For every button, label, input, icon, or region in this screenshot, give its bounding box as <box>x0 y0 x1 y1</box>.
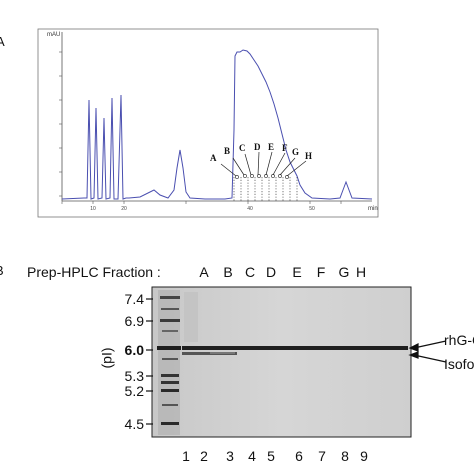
fraction-points <box>235 174 289 179</box>
fraction-label-h: H <box>305 151 313 161</box>
fraction-letter-a: A <box>199 264 209 280</box>
svg-text:50: 50 <box>309 206 315 212</box>
lane-number-9: 9 <box>360 448 368 464</box>
fraction-label-layer: A B C D E F G H <box>210 142 313 163</box>
fraction-letter-f: F <box>316 264 326 280</box>
x-ticks <box>61 201 342 204</box>
lane-number-7: 7 <box>318 448 326 464</box>
rhg-csf-band <box>182 346 408 350</box>
chromatogram-frame <box>37 28 379 218</box>
fraction-letter-e: E <box>292 264 302 280</box>
lane-number-3: 3 <box>226 448 234 464</box>
fraction-label-c: C <box>239 143 246 153</box>
lane-number-4: 4 <box>248 448 256 464</box>
svg-text:40: 40 <box>247 206 253 212</box>
gel-header: Prep-HPLC Fraction : <box>27 264 161 280</box>
fraction-label-b: B <box>224 146 231 156</box>
fraction-letter-d: D <box>265 264 277 280</box>
gel-frame <box>151 286 412 438</box>
lane-number-1: 1 <box>182 448 190 464</box>
fraction-cut-lines <box>233 177 298 201</box>
lane-number-row: 1 2 3 4 5 6 7 8 9 <box>0 448 474 468</box>
x-unit-label: min <box>368 206 378 212</box>
lane-number-6: 6 <box>295 448 303 464</box>
chromatogram-trace <box>61 49 373 200</box>
lane-number-8: 8 <box>341 448 349 464</box>
isoform-band <box>182 352 237 355</box>
y-ticks <box>59 51 62 197</box>
fraction-label-d: D <box>254 142 261 152</box>
lane-number-5: 5 <box>267 448 275 464</box>
pi-marker-4-5: 4.5 <box>124 416 144 432</box>
fraction-letter-b: B <box>223 264 233 280</box>
panel-b-label: B <box>0 263 4 278</box>
label-rhg-csf: rhG-CS <box>444 332 474 348</box>
fraction-letter-c: C <box>244 264 256 280</box>
pi-marker-6-9: 6.9 <box>124 313 144 329</box>
pi-ticks <box>146 298 153 425</box>
band-arrows <box>408 340 447 363</box>
fraction-label-g: G <box>292 147 300 157</box>
svg-text:20: 20 <box>121 206 127 212</box>
pi-marker-7-4: 7.4 <box>124 291 144 307</box>
label-isoform: Isoform <box>444 356 474 372</box>
pi-marker-6-0: 6.0 <box>124 342 144 358</box>
svg-text:10: 10 <box>90 206 96 212</box>
y-unit-label: mAU <box>47 32 61 38</box>
fraction-label-a: A <box>210 153 217 163</box>
lane-1-marker-bands <box>157 290 181 435</box>
panel-a-label: A <box>0 34 5 49</box>
pi-marker-5-3: 5.3 <box>124 368 144 384</box>
fraction-letter-g: G <box>338 264 350 280</box>
fraction-arrows <box>220 151 307 177</box>
lane-number-2: 2 <box>200 448 208 464</box>
pi-marker-5-2: 5.2 <box>124 383 144 399</box>
chromatogram: 10 20 40 50 <box>37 28 379 218</box>
fraction-label-f: F <box>282 143 288 153</box>
fraction-letter-h: H <box>355 264 367 280</box>
fraction-label-e: E <box>268 142 275 152</box>
fraction-letter-row: A B C D E F G H <box>0 264 474 284</box>
